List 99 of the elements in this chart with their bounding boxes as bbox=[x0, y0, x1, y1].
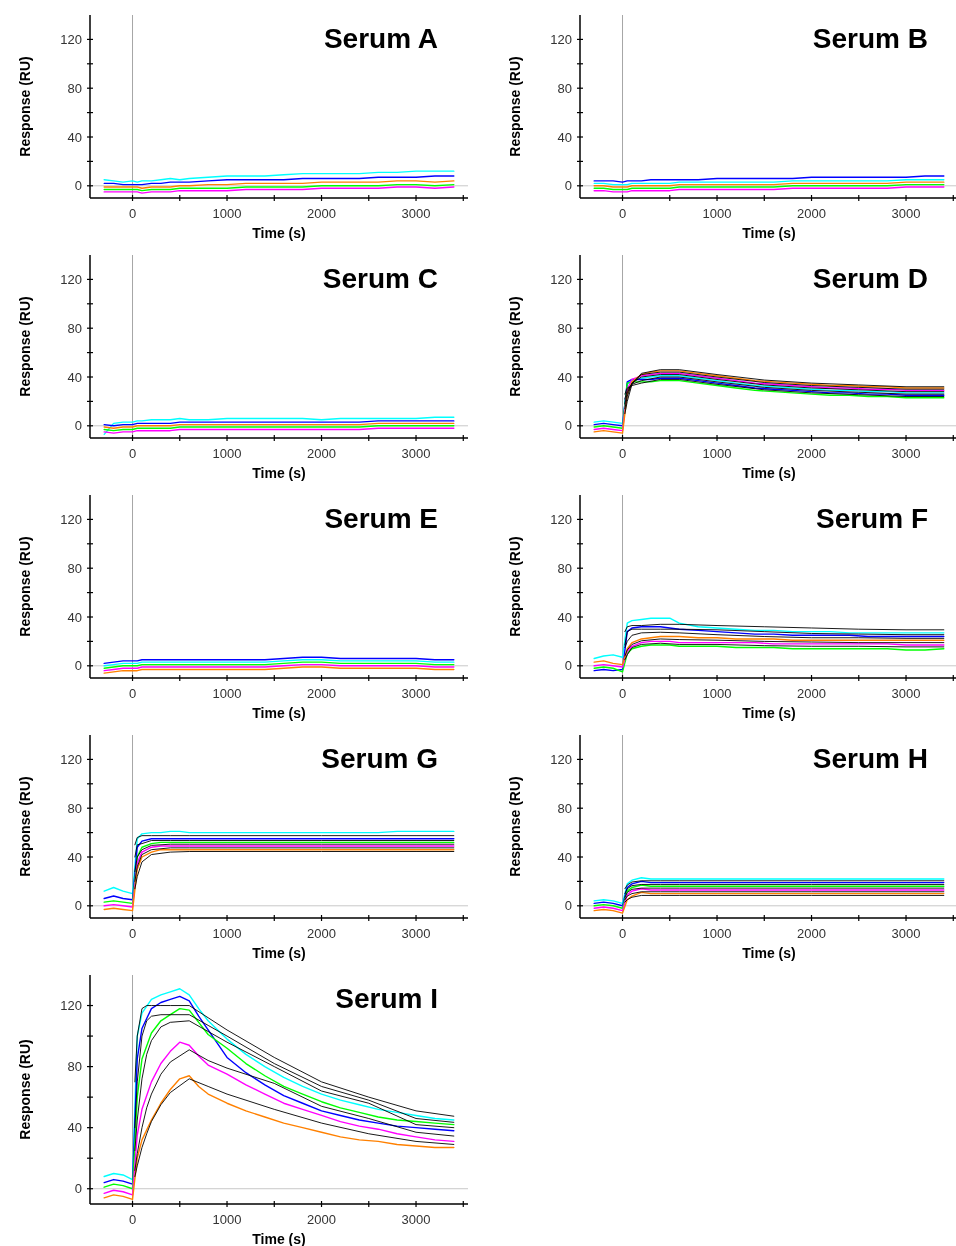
x-axis-title: Time (s) bbox=[252, 1231, 306, 1246]
chart-title: Serum I bbox=[335, 983, 438, 1014]
x-tick-label: 3000 bbox=[401, 686, 431, 701]
y-axis-title: Response (RU) bbox=[507, 296, 523, 397]
y-tick-label: 80 bbox=[67, 1059, 82, 1075]
y-tick-label: 120 bbox=[60, 31, 82, 47]
x-axis-title: Time (s) bbox=[742, 465, 796, 481]
x-tick-label: 3000 bbox=[401, 926, 431, 941]
x-tick-label: 2000 bbox=[307, 206, 336, 221]
x-tick-label: 0 bbox=[128, 1212, 137, 1227]
y-axis-title: Response (RU) bbox=[507, 536, 523, 637]
y-tick-label: 80 bbox=[557, 320, 572, 336]
chart-title: Serum A bbox=[323, 23, 438, 54]
y-tick-label: 40 bbox=[557, 129, 572, 145]
y-axis-title: Response (RU) bbox=[507, 776, 523, 877]
x-tick-label: 2000 bbox=[307, 686, 336, 701]
chart-title: Serum E bbox=[324, 503, 438, 534]
x-axis-title: Time (s) bbox=[742, 945, 796, 961]
y-tick-label: 120 bbox=[550, 511, 572, 527]
x-tick-label: 1000 bbox=[212, 206, 242, 221]
y-tick-label: 80 bbox=[67, 800, 82, 816]
y-axis-title: Response (RU) bbox=[17, 1039, 33, 1140]
y-tick-label: 40 bbox=[557, 369, 572, 385]
x-tick-label: 0 bbox=[128, 686, 137, 701]
y-tick-label: 80 bbox=[67, 560, 82, 576]
y-tick-label: 120 bbox=[550, 31, 572, 47]
x-tick-label: 2000 bbox=[307, 1212, 336, 1227]
x-tick-label: 2000 bbox=[797, 686, 826, 701]
x-tick-label: 1000 bbox=[702, 686, 732, 701]
x-axis-title: Time (s) bbox=[252, 225, 306, 241]
y-tick-label: 0 bbox=[564, 418, 572, 434]
y-tick-label: 120 bbox=[60, 271, 82, 287]
x-tick-label: 2000 bbox=[797, 446, 826, 461]
y-tick-label: 40 bbox=[557, 849, 572, 865]
y-tick-label: 40 bbox=[67, 849, 82, 865]
x-tick-label: 0 bbox=[128, 206, 137, 221]
y-tick-label: 120 bbox=[60, 511, 82, 527]
x-axis-title: Time (s) bbox=[742, 225, 796, 241]
chart-title: Serum D bbox=[812, 263, 928, 294]
x-tick-label: 3000 bbox=[891, 686, 921, 701]
x-axis-title: Time (s) bbox=[252, 705, 306, 721]
x-tick-label: 0 bbox=[618, 446, 627, 461]
x-tick-label: 1000 bbox=[702, 446, 732, 461]
y-tick-label: 0 bbox=[74, 418, 82, 434]
x-tick-label: 1000 bbox=[212, 446, 242, 461]
y-axis-title: Response (RU) bbox=[17, 296, 33, 397]
y-axis-title: Response (RU) bbox=[17, 56, 33, 157]
y-tick-label: 80 bbox=[557, 800, 572, 816]
x-axis-title: Time (s) bbox=[252, 465, 306, 481]
chart-title: Serum B bbox=[812, 23, 928, 54]
y-tick-label: 40 bbox=[67, 609, 82, 625]
x-tick-label: 0 bbox=[128, 926, 137, 941]
y-tick-label: 120 bbox=[550, 271, 572, 287]
y-tick-label: 120 bbox=[60, 998, 82, 1014]
chart-title: Serum C bbox=[322, 263, 438, 294]
x-tick-label: 2000 bbox=[797, 926, 826, 941]
y-tick-label: 80 bbox=[557, 560, 572, 576]
x-tick-label: 0 bbox=[618, 206, 627, 221]
y-tick-label: 0 bbox=[564, 178, 572, 194]
y-tick-label: 0 bbox=[564, 898, 572, 914]
y-tick-label: 120 bbox=[60, 751, 82, 767]
x-tick-label: 3000 bbox=[401, 1212, 431, 1227]
y-tick-label: 40 bbox=[67, 129, 82, 145]
y-tick-label: 80 bbox=[67, 80, 82, 96]
y-tick-label: 0 bbox=[74, 658, 82, 674]
x-axis-title: Time (s) bbox=[252, 945, 306, 961]
chart-title: Serum G bbox=[321, 743, 438, 774]
chart-title: Serum F bbox=[815, 503, 928, 534]
y-axis-title: Response (RU) bbox=[507, 56, 523, 157]
y-tick-label: 0 bbox=[74, 898, 82, 914]
x-tick-label: 0 bbox=[618, 926, 627, 941]
x-tick-label: 2000 bbox=[307, 926, 336, 941]
x-tick-label: 1000 bbox=[212, 926, 242, 941]
x-tick-label: 2000 bbox=[307, 446, 336, 461]
y-tick-label: 40 bbox=[67, 369, 82, 385]
x-tick-label: 3000 bbox=[401, 446, 431, 461]
x-tick-label: 0 bbox=[128, 446, 137, 461]
x-tick-label: 3000 bbox=[891, 206, 921, 221]
y-tick-label: 0 bbox=[74, 178, 82, 194]
x-tick-label: 1000 bbox=[702, 926, 732, 941]
x-tick-label: 0 bbox=[618, 686, 627, 701]
y-tick-label: 40 bbox=[67, 1120, 82, 1136]
x-tick-label: 3000 bbox=[891, 446, 921, 461]
y-tick-label: 80 bbox=[67, 320, 82, 336]
chart-title: Serum H bbox=[812, 743, 928, 774]
x-tick-label: 3000 bbox=[891, 926, 921, 941]
y-tick-label: 40 bbox=[557, 609, 572, 625]
y-tick-label: 120 bbox=[550, 751, 572, 767]
x-tick-label: 1000 bbox=[212, 686, 242, 701]
x-tick-label: 1000 bbox=[702, 206, 732, 221]
y-tick-label: 80 bbox=[557, 80, 572, 96]
x-axis-title: Time (s) bbox=[742, 705, 796, 721]
x-tick-label: 1000 bbox=[212, 1212, 242, 1227]
y-tick-label: 0 bbox=[74, 1181, 82, 1197]
y-axis-title: Response (RU) bbox=[17, 776, 33, 877]
x-tick-label: 3000 bbox=[401, 206, 431, 221]
x-tick-label: 2000 bbox=[797, 206, 826, 221]
y-axis-title: Response (RU) bbox=[17, 536, 33, 637]
y-tick-label: 0 bbox=[564, 658, 572, 674]
